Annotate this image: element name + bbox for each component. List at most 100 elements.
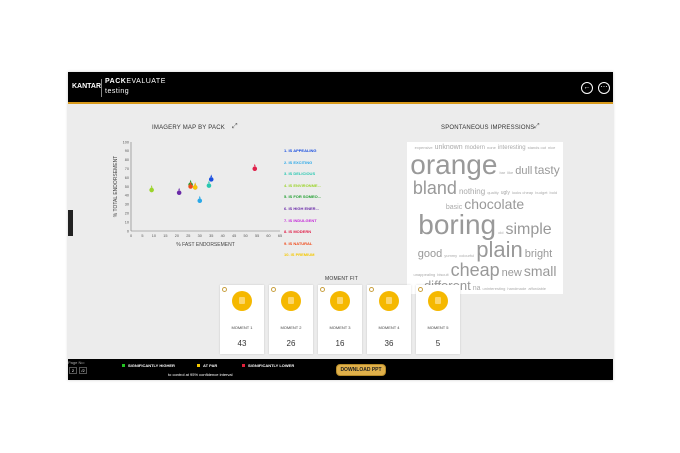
x-axis-label: % FAST ENDORSEMENT [176,242,235,248]
word-cloud-word: old [498,230,504,235]
imagery-map-title: IMAGERY MAP BY PACK [152,125,225,131]
moment-value: 36 [384,339,394,348]
word-cloud-word: tasty [534,163,560,177]
word-cloud-word: modern [464,145,485,151]
legend-significantly-lower: SIGNIFICANTLY LOWER [242,363,294,368]
word-cloud-word: bold [549,190,558,195]
legend-significantly-higher: SIGNIFICANTLY HIGHER [122,363,175,368]
moment-icon [379,291,399,311]
app-window: KANTAR PACKEVALUATE testing ← ⋯ IMAGERY … [68,72,613,380]
word-cloud-word: affordable [528,286,547,291]
page-number[interactable]: 2 [69,367,77,374]
data-point [206,180,212,188]
page-label: Page No: [68,360,85,365]
y-tick-label: 90 [125,149,129,153]
word-cloud-word: biscuit [437,272,449,277]
moment-label: MOMENT 2 [280,325,302,330]
expand-icon[interactable]: ⤢ [232,123,238,130]
legend-item: 3. IS DELICIOUS [284,171,316,177]
x-tick-label: 55 [255,234,259,238]
word-cloud-word: new [501,267,522,279]
chart-legend: 1. IS APPEALING 2. IS EXCITING 3. IS DELIC… [284,145,321,261]
product-subtitle: testing [105,88,130,95]
y-tick-label: 100 [123,140,129,144]
moment-label: MOMENT 5 [427,325,449,330]
kantar-logo: KANTAR [72,83,102,90]
product-name-bold: PACK [105,78,127,85]
info-icon[interactable] [320,287,325,292]
back-icon[interactable]: ← [581,82,593,94]
y-tick-label: 50 [125,185,129,189]
x-tick-label: 40 [221,234,225,238]
legend-label: SIGNIFICANTLY HIGHER [128,363,175,368]
footer: Page No: 2 /2 SIGNIFICANTLY HIGHER AT PA… [68,359,613,380]
moment-value: 16 [335,339,345,348]
word-cloud-word: cheap [450,260,500,280]
y-tick-label: 30 [125,203,129,207]
x-tick-label: 5 [141,234,143,238]
word-cloud-word: quality [487,190,499,195]
side-panel-handle[interactable] [68,210,73,236]
word-cloud: expensive unknown modern none interesting sta… [407,142,563,294]
moment-card[interactable]: MOMENT 4 36 [367,285,411,354]
word-cloud-word: bright [524,248,553,260]
legend-item: 2. IS EXCITING [284,159,313,165]
word-cloud-word: none [486,145,496,150]
word-cloud-word: good [417,248,443,260]
y-tick-label: 10 [125,220,129,224]
x-tick-label: 60 [266,234,270,238]
x-tick-label: 20 [175,234,179,238]
legend-item: 4. IS ENVIRONME... [284,182,321,188]
download-ppt-button[interactable]: DOWNLOAD PPT [336,364,386,376]
info-icon[interactable] [271,287,276,292]
moment-icon [428,291,448,311]
word-cloud-word: boring [418,209,497,240]
legend-item: 5. IS FOR SOMEO... [284,194,322,200]
info-icon[interactable] [418,287,423,292]
header: KANTAR PACKEVALUATE testing ← ⋯ [68,72,613,104]
word-cloud-word: uninteresting [482,286,506,291]
moment-card[interactable]: MOMENT 1 43 [220,285,264,354]
confidence-note: to control at 95% confidence interval [168,372,233,377]
info-icon[interactable] [222,287,227,292]
x-tick-label: 15 [163,234,167,238]
x-tick-label: 30 [198,234,202,238]
info-icon[interactable] [369,287,374,292]
y-tick-label: 60 [125,176,129,180]
moment-card[interactable]: MOMENT 5 5 [416,285,460,354]
data-point [208,174,214,182]
x-tick-label: 50 [243,234,247,238]
y-tick-label: 40 [125,194,129,198]
product-name: PACKEVALUATE [105,78,166,86]
moment-label: MOMENT 4 [378,325,400,330]
word-cloud-word: budget [535,190,548,195]
x-tick-label: 65 [278,234,282,238]
word-cloud-word: unknown [434,144,463,151]
more-icon[interactable]: ⋯ [598,82,610,94]
legend-label: AT PAR [203,363,218,368]
legend-at-par: AT PAR [197,363,217,368]
moment-card[interactable]: MOMENT 2 26 [269,285,313,354]
word-cloud-word: like [507,170,514,175]
product-name-rest: EVALUATE [126,78,166,85]
word-cloud-word: dull [515,165,533,177]
word-cloud-word: looks cheap [511,190,534,195]
data-point [188,181,193,189]
data-point [149,185,154,193]
moment-value: 5 [435,339,441,348]
scatter-chart: 0 5 10 15 20 25 30 35 40 45 50 55 60 65 0 10 20 30 40 50 60 7… [113,140,282,248]
word-cloud-word: unappealing [413,272,436,277]
y-tick-label: 70 [125,167,129,171]
expand-icon[interactable]: ⤢ [534,123,540,130]
word-cloud-word: yummy [444,253,458,258]
word-cloud-word: nice [548,145,556,150]
word-cloud-word: handmade [507,286,527,291]
data-point [176,187,182,196]
word-cloud-word: stands out [527,145,547,150]
moment-fit-title: MOMENT FIT [325,276,359,282]
data-point [197,195,203,204]
moment-value: 26 [286,339,296,348]
yellow-square-icon [197,364,200,367]
moment-card[interactable]: MOMENT 3 16 [318,285,362,354]
word-cloud-word: interesting [497,145,526,151]
